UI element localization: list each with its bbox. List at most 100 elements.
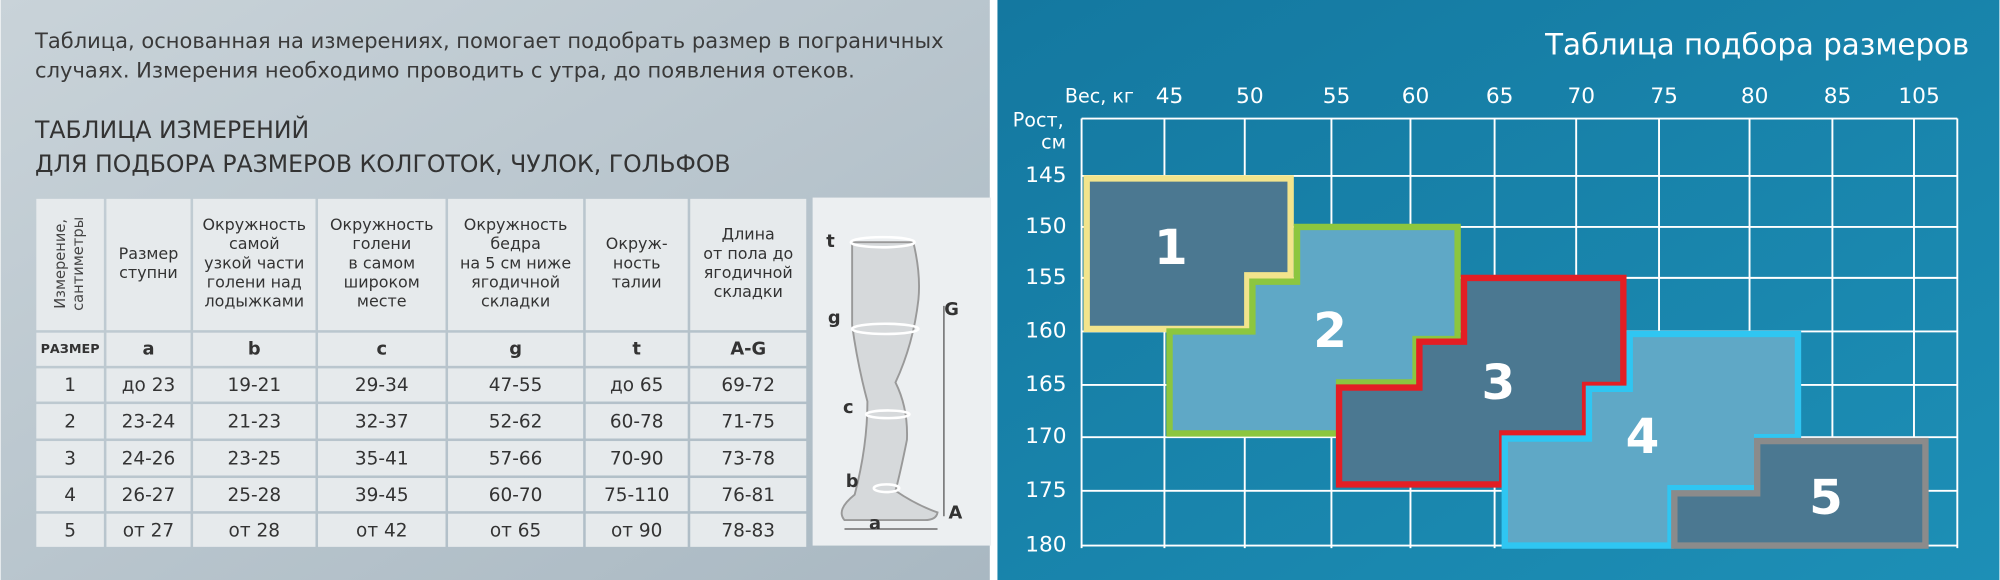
header-text: в самом <box>348 253 415 272</box>
height-tick: 165 <box>1025 372 1066 397</box>
size-zone <box>1083 175 1294 333</box>
table-cell <box>193 513 316 547</box>
cell-text: 47-55 <box>489 375 543 396</box>
cell-text: от 65 <box>490 521 541 542</box>
leg-label: A <box>948 503 962 524</box>
table-cell <box>36 332 104 366</box>
cell-text: от 90 <box>611 521 662 542</box>
size-zone <box>1671 437 1929 549</box>
header-text: складки <box>481 292 550 311</box>
table-cell <box>318 441 446 476</box>
code-text: g <box>509 338 522 359</box>
table-cell <box>193 441 316 476</box>
weight-tick: 80 <box>1741 84 1769 109</box>
cell-text: 4 <box>64 485 76 506</box>
table-cell <box>585 441 688 476</box>
cell-text: 60-70 <box>489 485 543 506</box>
code-text: t <box>632 338 641 359</box>
table-cell <box>585 513 688 547</box>
table-cell <box>193 404 316 439</box>
leg-drawing <box>840 235 945 530</box>
zone-label: 3 <box>1482 355 1516 411</box>
cell-text: 3 <box>64 449 76 470</box>
table-cell <box>448 368 584 402</box>
header-text: Окружность <box>202 215 306 234</box>
table-cell <box>106 513 191 547</box>
table-cell <box>318 478 446 512</box>
header-text: на 5 см ниже <box>460 253 571 272</box>
header-text: ность <box>613 253 661 272</box>
table-cell <box>585 368 688 402</box>
height-tick: 155 <box>1025 265 1066 290</box>
code-text: b <box>248 338 261 359</box>
table-cell <box>106 198 191 331</box>
header-text: складки <box>714 282 783 301</box>
cell-text: от 42 <box>356 521 407 542</box>
table-cell <box>193 332 316 366</box>
table-cell <box>690 198 807 331</box>
table-cell <box>36 513 104 547</box>
weight-tick: 55 <box>1323 84 1351 109</box>
header-text: голени <box>352 234 411 253</box>
header-text: ягодичной <box>704 263 793 282</box>
header-text: бедра <box>490 234 540 253</box>
cell-text: 21-23 <box>227 412 281 433</box>
header-text: голени над <box>207 272 302 291</box>
header-text: ступни <box>119 263 178 282</box>
cell-text: 24-26 <box>122 449 176 470</box>
header-text: талии <box>612 272 662 291</box>
cell-text: 76-81 <box>721 485 775 506</box>
weight-tick: 75 <box>1650 84 1678 109</box>
cell-text: 29-34 <box>355 375 409 396</box>
leg-label: g <box>828 308 841 329</box>
header-text: узкой части <box>204 253 304 272</box>
table-cell <box>585 404 688 439</box>
cell-text: 52-62 <box>489 412 543 433</box>
height-tick: 180 <box>1025 533 1066 558</box>
table-cell <box>36 441 104 476</box>
table-cell <box>448 478 584 512</box>
leg-label: c <box>843 397 854 418</box>
height-tick: 150 <box>1025 214 1066 239</box>
cell-text: 26-27 <box>122 485 176 506</box>
cell-text: 78-83 <box>721 521 775 542</box>
height-label: Рост, <box>1013 109 1064 132</box>
header-text: от пола до <box>703 244 793 263</box>
cell-text: 60-78 <box>610 412 664 433</box>
header-text: лодыжками <box>204 292 304 311</box>
cell-text: 70-90 <box>610 449 664 470</box>
weight-tick: 45 <box>1156 84 1184 109</box>
table-cell <box>36 368 104 402</box>
table-cell <box>585 198 688 331</box>
code-text: a <box>142 338 154 359</box>
cell-text: 73-78 <box>721 449 775 470</box>
weight-label: Вес, кг <box>1065 84 1134 107</box>
cell-text: до 23 <box>122 375 175 396</box>
cell-text: 2 <box>64 412 76 433</box>
table-cell <box>106 332 191 366</box>
table-title: ТАБЛИЦА ИЗМЕРЕНИЙ <box>34 116 309 144</box>
intro-text: Таблица, основанная на измерениях, помог… <box>34 28 944 53</box>
table-cell <box>448 198 584 331</box>
intro-text: случаях. Измерения необходимо проводить … <box>35 57 855 82</box>
table-cell <box>318 198 446 331</box>
cell-text: 69-72 <box>721 375 775 396</box>
table-cell <box>585 332 688 366</box>
code-text: A-G <box>730 338 766 359</box>
chart-title: Таблица подбора размеров <box>1544 27 1969 61</box>
table-cell <box>106 404 191 439</box>
height-label: см <box>1041 130 1066 153</box>
code-text: c <box>376 338 387 359</box>
cell-text: от 28 <box>229 521 280 542</box>
header-text: самой <box>229 234 280 253</box>
weight-tick: 70 <box>1567 84 1595 109</box>
header-text: Длина <box>722 225 775 244</box>
code-text: РАЗМЕР <box>41 342 100 357</box>
header-text: Измерение, <box>52 219 69 309</box>
cell-text: 1 <box>64 375 76 396</box>
table-cell <box>690 332 807 366</box>
table-cell <box>318 513 446 547</box>
header-text: Окруж- <box>606 234 668 253</box>
zone-label: 1 <box>1154 220 1188 276</box>
